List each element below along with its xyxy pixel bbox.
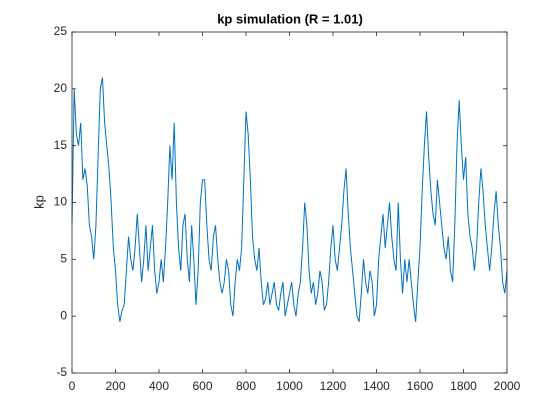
x-tick-label: 800 [236, 379, 256, 393]
x-tick-label: 600 [192, 379, 212, 393]
x-tick-label: 1800 [450, 379, 477, 393]
y-tick-label: 20 [54, 81, 68, 95]
y-tick-label: 5 [60, 252, 67, 266]
data-line [71, 77, 508, 323]
y-tick-label: 25 [54, 24, 68, 38]
x-tick-label: 0 [69, 379, 76, 393]
x-tick-label: 1200 [320, 379, 347, 393]
chart-title: kp simulation (R = 1.01) [217, 11, 363, 26]
y-tick-label: 0 [60, 308, 67, 322]
y-tick-label: -5 [56, 365, 67, 379]
x-tick-label: 1600 [407, 379, 434, 393]
x-tick-label: 400 [149, 379, 169, 393]
y-axis-label: kp [31, 195, 46, 209]
x-tick-label: 1400 [363, 379, 390, 393]
y-tick-label: 10 [54, 195, 68, 209]
y-tick-label: 15 [54, 138, 68, 152]
x-tick-label: 2000 [494, 379, 521, 393]
x-tick-label: 200 [105, 379, 125, 393]
x-tick-label: 1000 [276, 379, 303, 393]
